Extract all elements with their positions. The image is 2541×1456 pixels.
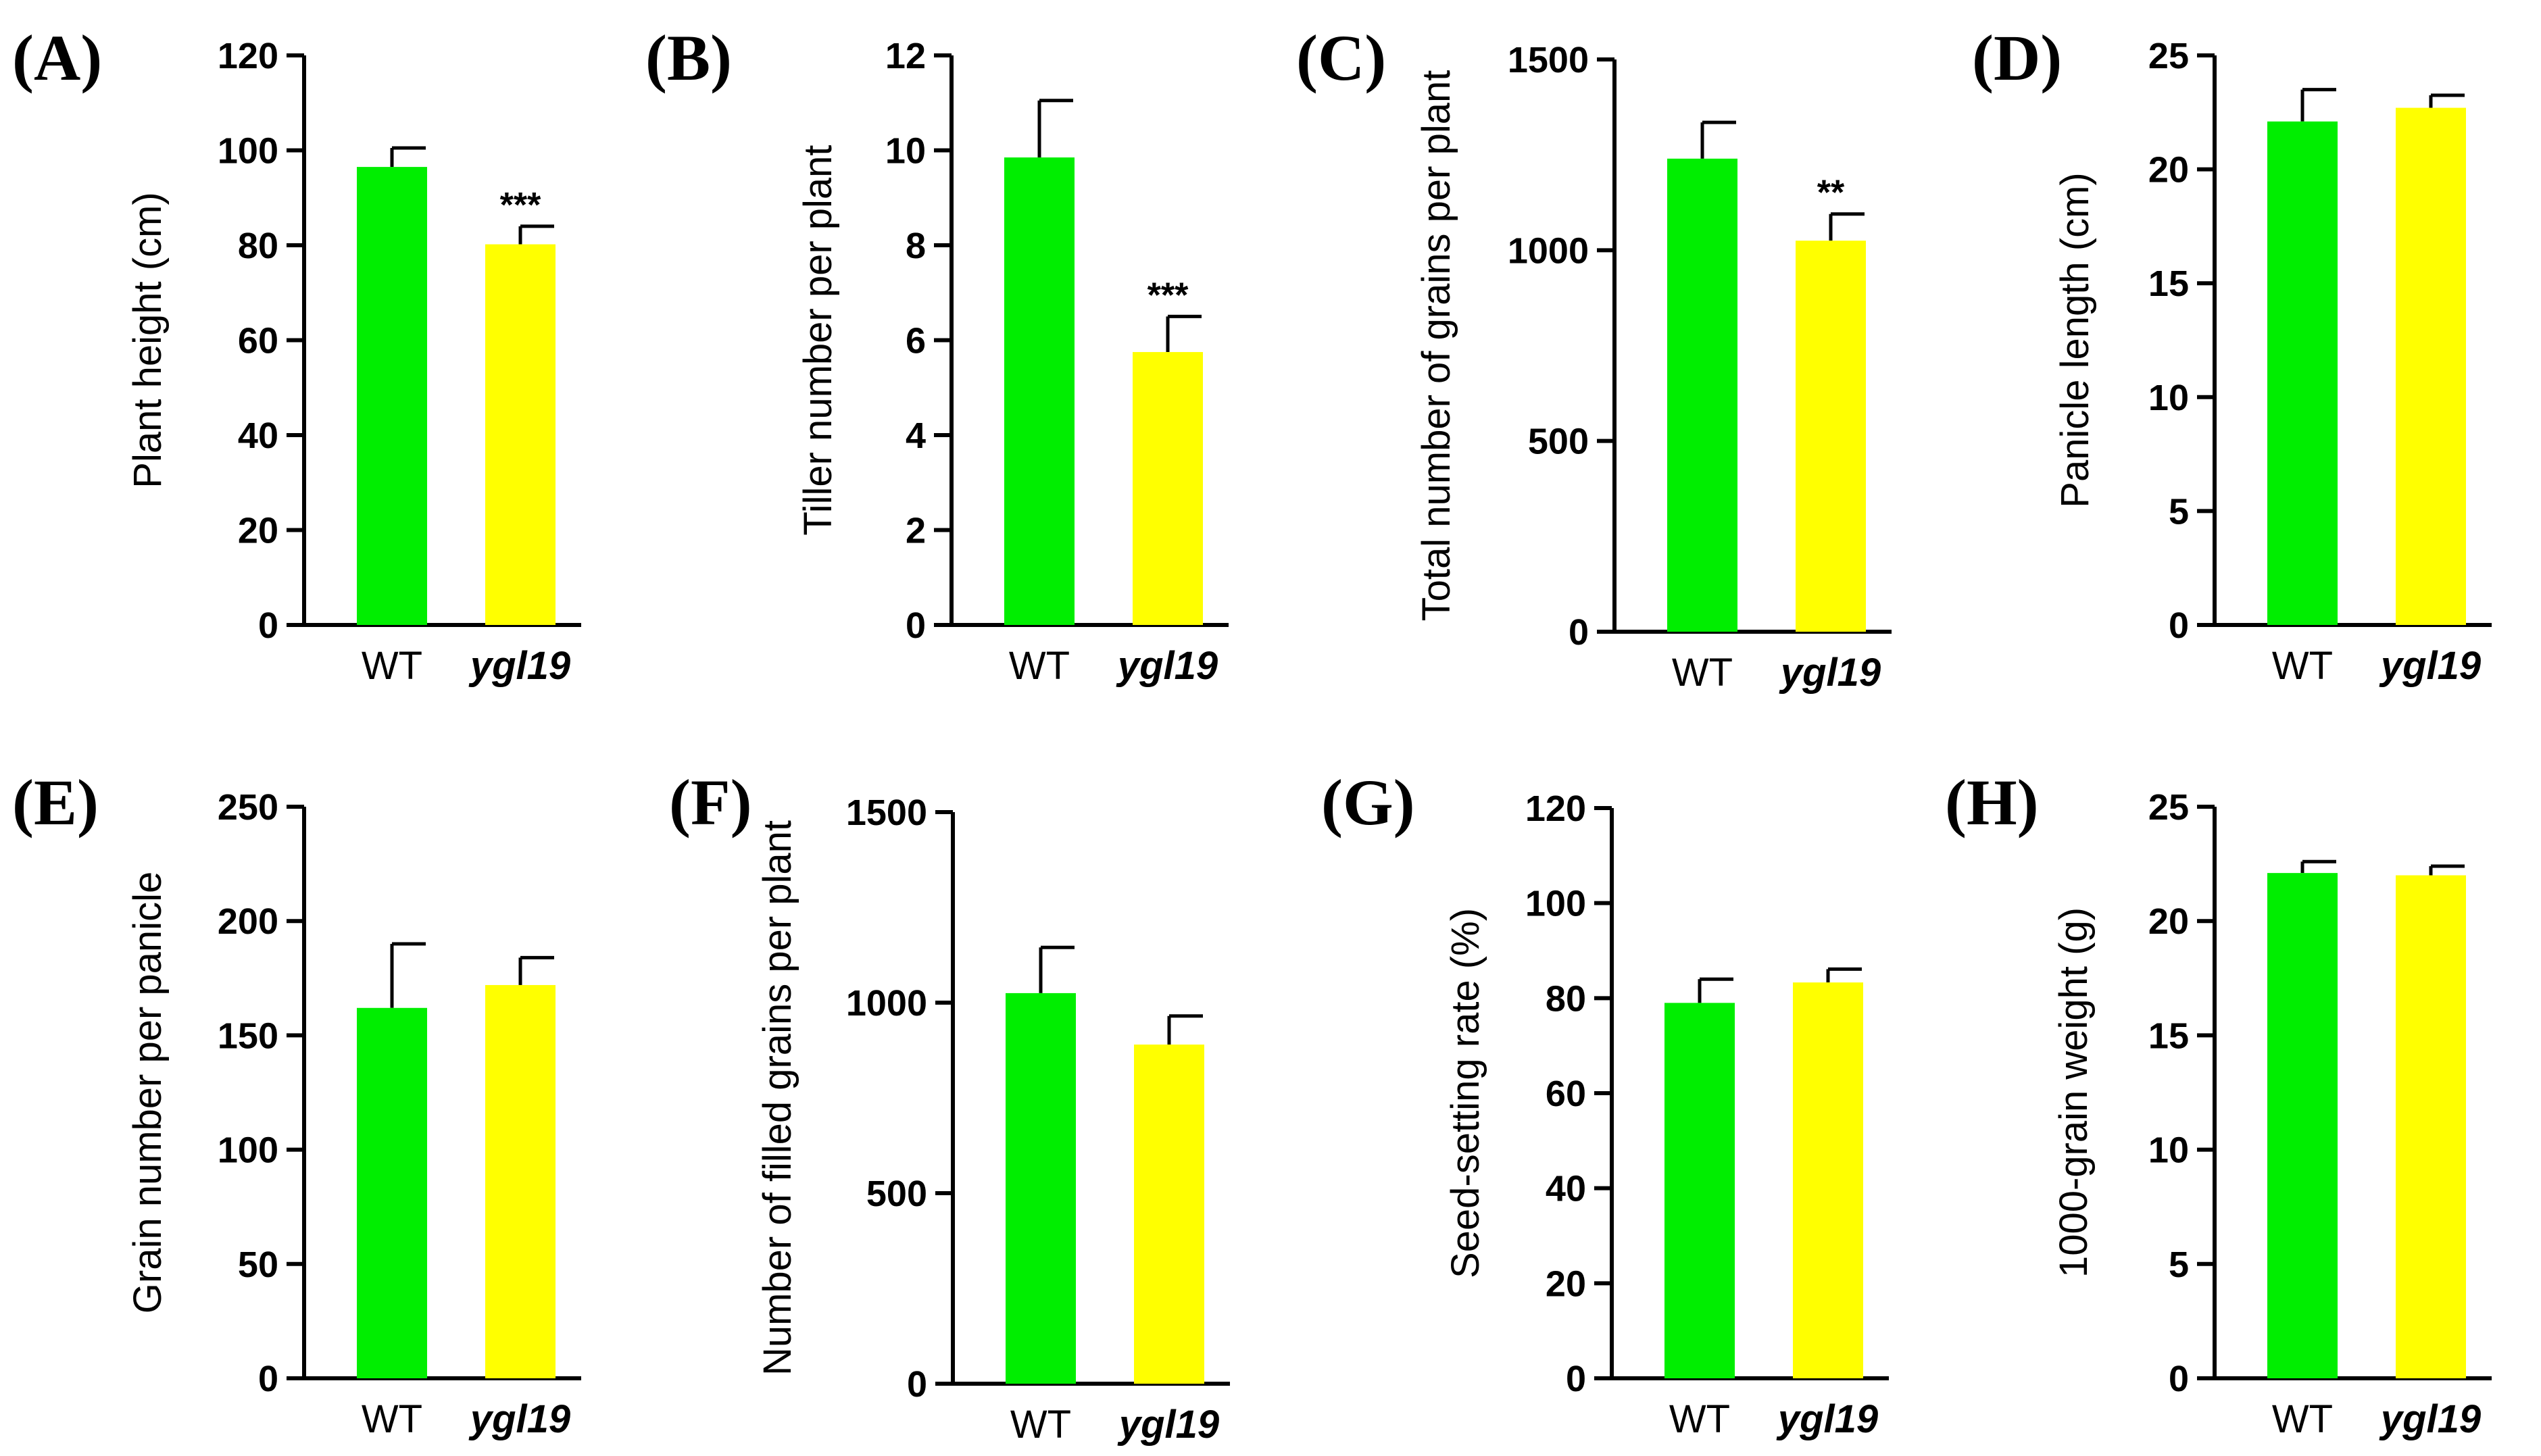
x-tick-label-mutant: ygl19 [2379, 644, 2481, 688]
y-tick-label: 100 [218, 1130, 278, 1171]
x-tick-label-mutant: ygl19 [1776, 1397, 1878, 1441]
y-tick-label: 15 [2148, 1015, 2189, 1056]
panel-label: (G) [1321, 766, 1415, 838]
y-tick-label: 0 [2169, 605, 2189, 646]
panel-label: (E) [12, 766, 99, 838]
y-axis-title: Grain number per panicle [126, 872, 170, 1313]
y-tick-label: 0 [1566, 1359, 1586, 1399]
x-tick-label-wt: WT [1009, 644, 1070, 688]
y-tick-label: 20 [1546, 1263, 1586, 1304]
y-axis-title: Plant height (cm) [126, 192, 170, 488]
panel-label: (A) [12, 22, 102, 94]
x-tick-label-mutant: ygl19 [468, 644, 570, 688]
y-tick-label: 60 [238, 321, 278, 361]
y-tick-label: 5 [2169, 491, 2189, 532]
y-axis-title: Number of filled grains per plant [756, 820, 799, 1376]
y-tick-label: 2 [906, 511, 926, 551]
y-axis-title: Tiller number per plant [796, 145, 840, 535]
y-axis-title: Total number of grains per plant [1414, 70, 1458, 622]
y-tick-label: 500 [1528, 422, 1589, 462]
wt-bar [1004, 157, 1075, 626]
y-tick-label: 500 [866, 1174, 927, 1214]
mutant-bar [1793, 982, 1863, 1378]
y-tick-label: 4 [906, 416, 926, 456]
y-tick-label: 0 [258, 1359, 278, 1399]
significance-label: *** [1148, 276, 1189, 315]
y-tick-label: 0 [258, 605, 278, 646]
y-tick-label: 150 [218, 1015, 278, 1056]
wt-bar [357, 1007, 427, 1378]
y-tick-label: 120 [218, 36, 278, 76]
wt-bar [1664, 1003, 1735, 1378]
y-tick-label: 250 [218, 787, 278, 828]
wt-bar [2267, 873, 2338, 1378]
x-tick-label-mutant: ygl19 [468, 1397, 570, 1441]
y-tick-label: 10 [885, 131, 926, 172]
y-tick-label: 6 [906, 321, 926, 361]
x-tick-label-wt: WT [1669, 1397, 1730, 1441]
mutant-bar [1133, 352, 1203, 625]
y-tick-label: 0 [1569, 612, 1589, 653]
wt-bar [2267, 121, 2338, 626]
x-tick-label-mutant: ygl19 [1116, 644, 1218, 688]
y-tick-label: 20 [2148, 150, 2189, 191]
y-tick-label: 60 [1546, 1074, 1586, 1114]
y-tick-label: 0 [907, 1364, 927, 1405]
y-axis-title: 1000-grain weight (g) [2052, 907, 2096, 1278]
y-tick-label: 100 [218, 131, 278, 172]
panel-label: (H) [1945, 766, 2039, 838]
mutant-bar [485, 984, 556, 1378]
significance-label: ** [1817, 174, 1845, 213]
y-tick-label: 25 [2148, 787, 2189, 828]
panel-label: (F) [669, 766, 752, 838]
mutant-bar [1134, 1045, 1204, 1384]
y-axis-title: Panicle length (cm) [2053, 172, 2097, 507]
y-tick-label: 25 [2148, 36, 2189, 76]
y-tick-label: 12 [885, 36, 926, 76]
y-tick-label: 1500 [1508, 40, 1589, 80]
wt-bar [1667, 158, 1737, 632]
y-tick-label: 40 [1546, 1169, 1586, 1209]
y-tick-label: 20 [2148, 901, 2189, 942]
mutant-bar [485, 244, 556, 626]
mutant-bar [2396, 107, 2466, 625]
x-tick-label-wt: WT [2272, 1397, 2333, 1441]
mutant-bar [2396, 875, 2466, 1378]
x-tick-label-mutant: ygl19 [2379, 1397, 2481, 1441]
mutant-bar [1796, 241, 1866, 632]
y-tick-label: 0 [2169, 1359, 2189, 1399]
wt-bar [1006, 993, 1076, 1384]
panel-label: (B) [645, 22, 732, 94]
x-tick-label-wt: WT [2272, 644, 2333, 688]
y-tick-label: 10 [2148, 1130, 2189, 1171]
panel-label: (D) [1972, 22, 2062, 94]
y-tick-label: 100 [1525, 884, 1586, 924]
y-tick-label: 0 [906, 605, 926, 646]
y-tick-label: 8 [906, 226, 926, 266]
wt-bar [357, 167, 427, 625]
y-tick-label: 80 [1546, 978, 1586, 1019]
y-tick-label: 10 [2148, 378, 2189, 418]
y-tick-label: 50 [238, 1245, 278, 1285]
panel-label: (C) [1296, 22, 1386, 94]
y-tick-label: 1000 [1508, 230, 1589, 271]
x-tick-label-mutant: ygl19 [1779, 651, 1881, 695]
y-tick-label: 5 [2169, 1245, 2189, 1285]
y-tick-label: 120 [1525, 788, 1586, 829]
y-tick-label: 20 [238, 511, 278, 551]
x-tick-label-wt: WT [362, 1397, 422, 1441]
x-tick-label-wt: WT [1672, 651, 1733, 695]
y-tick-label: 1000 [846, 983, 927, 1024]
y-tick-label: 15 [2148, 263, 2189, 304]
y-tick-label: 1500 [846, 793, 927, 833]
x-tick-label-mutant: ygl19 [1117, 1403, 1219, 1447]
y-tick-label: 40 [238, 416, 278, 456]
y-tick-label: 80 [238, 226, 278, 266]
x-tick-label-wt: WT [1010, 1403, 1071, 1447]
x-tick-label-wt: WT [362, 644, 422, 688]
y-axis-title: Seed-setting rate (%) [1444, 908, 1487, 1278]
y-tick-label: 200 [218, 901, 278, 942]
significance-label: *** [500, 186, 541, 225]
